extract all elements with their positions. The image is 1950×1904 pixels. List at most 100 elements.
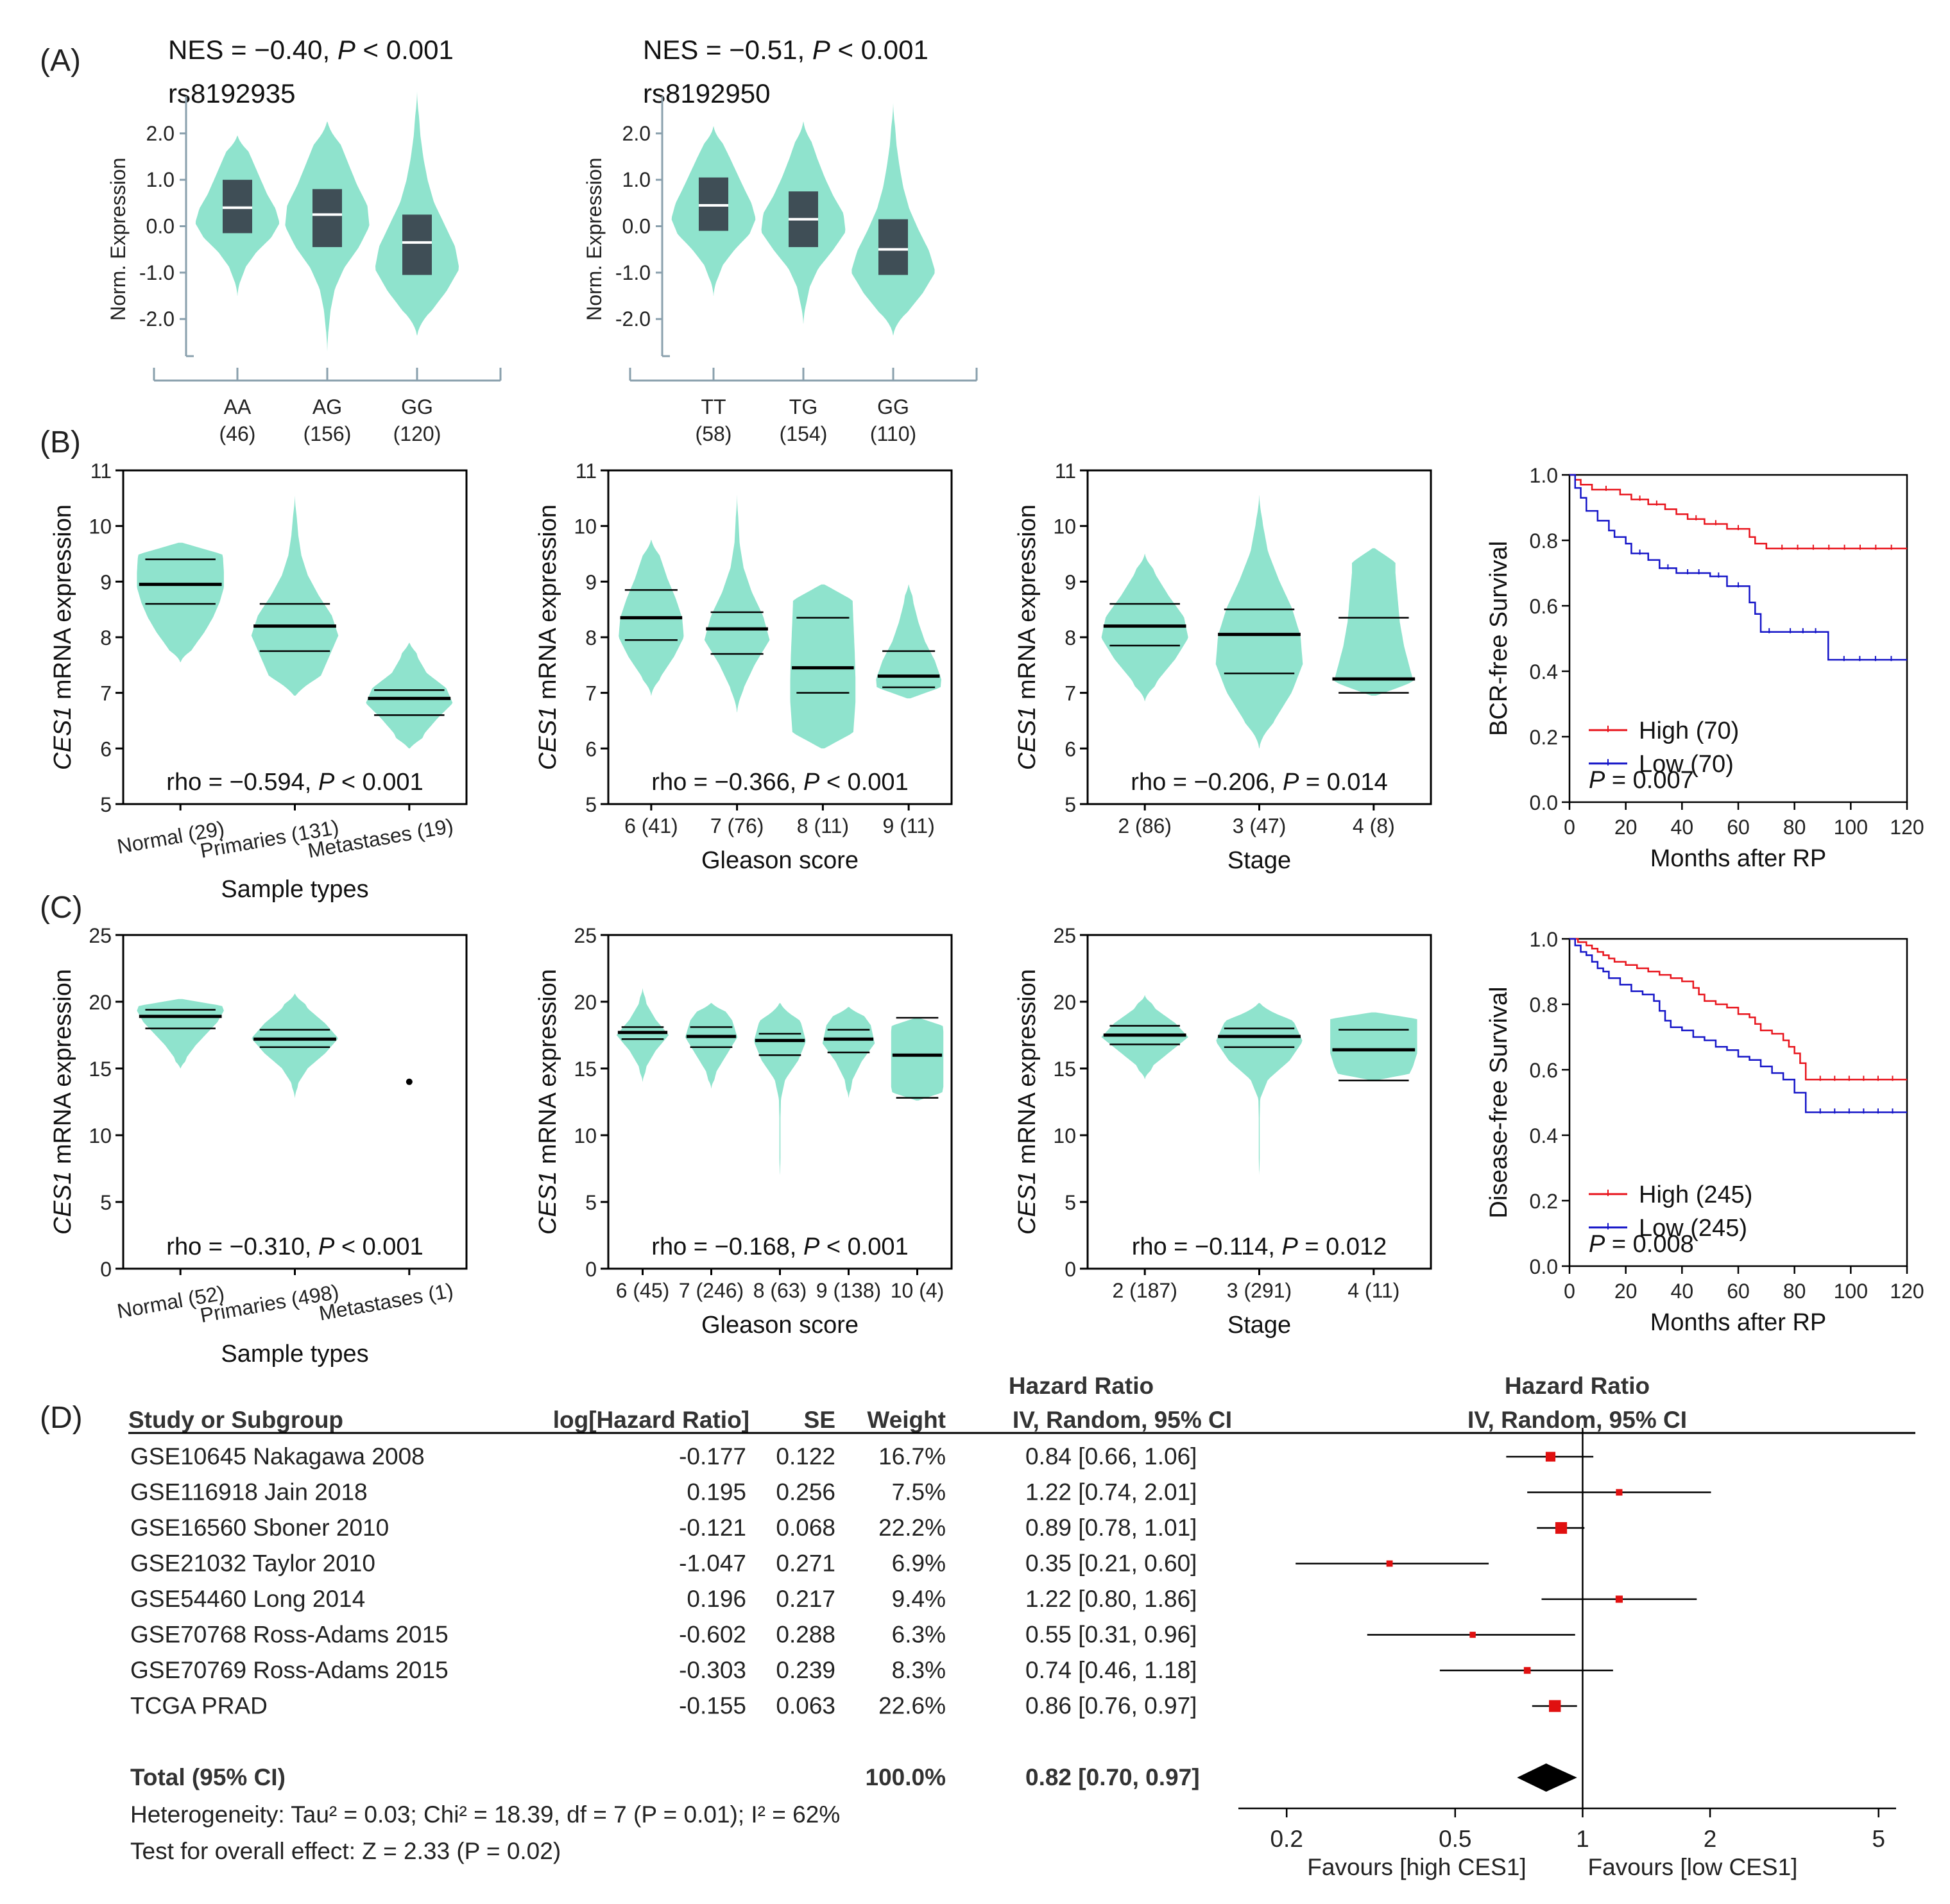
x-tick-label: 60 [1727, 816, 1750, 839]
y-tick-label: 0.2 [1530, 726, 1558, 749]
study-ci: 0.86 [0.76, 0.97] [1025, 1693, 1197, 1719]
legend-label: High (245) [1639, 1181, 1752, 1208]
y-tick-label: 2.0 [146, 122, 175, 145]
genotype-count: (156) [304, 422, 352, 445]
stat-text: rho = −0.594, P < 0.001 [166, 769, 423, 796]
header-study: Study or Subgroup [128, 1407, 343, 1433]
study-name: GSE70768 Ross-Adams 2015 [130, 1622, 449, 1648]
y-tick-label: 25 [574, 924, 597, 947]
figure-layer: NES = −0.40, P < 0.001 rs8192935 NES = −0.… [49, 35, 1924, 1880]
y-tick-label: 0.6 [1530, 1059, 1558, 1082]
category-label: 2 (86) [1118, 814, 1172, 837]
study-loghr: -0.155 [679, 1693, 746, 1719]
y-tick-label: 1.0 [146, 168, 175, 191]
study-weight: 8.3% [892, 1657, 946, 1683]
y-tick-label: 25 [1053, 924, 1076, 947]
stat-text: rho = −0.310, P < 0.001 [166, 1233, 423, 1260]
y-tick-label: 9 [100, 570, 112, 594]
header-plot-method: IV, Random, 95% CI [1467, 1407, 1687, 1433]
legend-label: Low (70) [1639, 751, 1734, 778]
study-name: GSE16560 Sboner 2010 [130, 1514, 389, 1541]
x-tick-label: 80 [1783, 1280, 1806, 1303]
study-se: 0.217 [776, 1586, 835, 1612]
rho-value: rho = −0.206, [1131, 769, 1283, 796]
stat-text: rho = −0.168, P < 0.001 [651, 1233, 908, 1260]
hr-marker [1469, 1631, 1476, 1638]
y-tick-label: 0.2 [1530, 1190, 1558, 1213]
y-tick-label: 0.4 [1530, 660, 1558, 683]
x-axis-title: Months after RP [1650, 845, 1827, 872]
violin [375, 91, 459, 336]
rho-value: rho = −0.366, [651, 769, 803, 796]
nes-title: NES = −0.40, P < 0.001 [168, 35, 454, 65]
y-tick-label: 20 [89, 991, 112, 1014]
heterogeneity-text: Heterogeneity: Tau² = 0.03; Chi² = 18.39… [130, 1801, 840, 1828]
study-ci: 0.55 [0.31, 0.96] [1025, 1622, 1197, 1648]
favours-left: Favours [high CES1] [1307, 1854, 1526, 1880]
y-tick-label: 1.0 [622, 168, 651, 191]
x-tick-label: 100 [1834, 1280, 1868, 1303]
p-symbol: P [318, 1233, 335, 1260]
y-tick-label: 8 [585, 626, 597, 649]
p-symbol: P [318, 769, 335, 796]
p-value: = 0.012 [1298, 1233, 1387, 1260]
study-name: GSE116918 Jain 2018 [130, 1479, 368, 1505]
y-tick-label: 5 [585, 1191, 597, 1214]
panel-label-a: (A) [40, 44, 81, 78]
y-axis-title: BCR-free Survival [1485, 541, 1512, 736]
y-tick-label: 10 [89, 515, 112, 538]
stat-text: rho = −0.114, P = 0.012 [1132, 1233, 1387, 1260]
category-label: Metastases (1) [317, 1278, 455, 1325]
study-loghr: -0.602 [679, 1622, 746, 1648]
study-ci: 0.35 [0.21, 0.60] [1025, 1550, 1197, 1577]
p-value: < 0.001 [819, 769, 908, 796]
study-weight: 22.6% [878, 1693, 946, 1719]
y-tick-label: 9 [1065, 570, 1076, 594]
header-loghr: log[Hazard Ratio] [553, 1407, 749, 1433]
p-value: = 0.014 [1299, 769, 1387, 796]
y-axis-title-text: mRNA expression [535, 504, 561, 707]
violin [137, 542, 224, 662]
panel-label-b: (B) [40, 425, 81, 459]
y-tick-label: 15 [89, 1058, 112, 1081]
y-axis-title: Norm. Expression [107, 158, 130, 321]
genotype-label: TG [789, 395, 817, 418]
y-tick-label: 0.8 [1530, 993, 1558, 1016]
genotype-count: (58) [696, 422, 732, 445]
km-curve [1569, 938, 1907, 1113]
study-ci: 1.22 [0.80, 1.86] [1025, 1586, 1197, 1612]
x-axis-title: Stage [1227, 847, 1291, 874]
p-value: < 0.001 [830, 35, 928, 65]
gene-name: CES1 [49, 1171, 76, 1235]
y-tick-label: -2.0 [615, 307, 651, 330]
y-tick-label: 6 [585, 737, 597, 760]
y-tick-label: 25 [89, 924, 112, 947]
y-tick-label: 5 [585, 793, 597, 816]
gene-name: CES1 [1014, 1171, 1041, 1235]
y-axis-title: CES1 mRNA expression [535, 969, 561, 1235]
stat-text: rho = −0.366, P < 0.001 [651, 769, 908, 796]
plot-frame [1568, 474, 1908, 803]
rho-value: rho = −0.114, [1132, 1233, 1282, 1260]
y-axis-title: CES1 mRNA expression [535, 504, 561, 770]
x-tick-label: 0.2 [1270, 1826, 1303, 1852]
x-axis-title: Months after RP [1650, 1309, 1827, 1336]
genotype-label: AG [312, 395, 342, 418]
y-tick-label: 10 [89, 1124, 112, 1147]
study-loghr: -0.177 [679, 1443, 746, 1470]
hr-marker [1616, 1489, 1623, 1496]
x-tick-label: 100 [1834, 816, 1868, 839]
hr-marker [1615, 1595, 1623, 1603]
violin [1215, 495, 1303, 749]
y-tick-label: 10 [574, 515, 597, 538]
y-axis-title: Disease-free Survival [1485, 986, 1512, 1218]
panel-label-d: (D) [40, 1401, 83, 1435]
study-loghr: 0.196 [687, 1586, 746, 1612]
study-ci: 1.22 [0.74, 2.01] [1025, 1479, 1197, 1505]
y-tick-label: 20 [1053, 991, 1076, 1014]
study-name: GSE21032 Taylor 2010 [130, 1550, 375, 1577]
gene-name: CES1 [535, 1171, 561, 1235]
header-hr-method: IV, Random, 95% CI [1013, 1407, 1232, 1433]
study-ci: 0.84 [0.66, 1.06] [1025, 1443, 1197, 1470]
y-tick-label: 15 [1053, 1058, 1076, 1081]
